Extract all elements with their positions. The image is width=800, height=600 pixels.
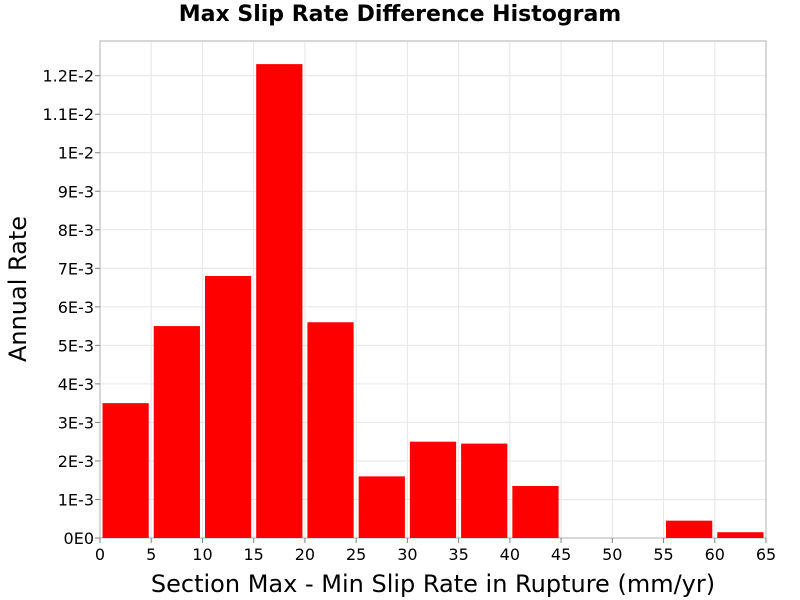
y-tick-label: 0E0 [64,529,94,548]
y-tick-label: 1E-3 [58,490,94,509]
x-tick-label: 0 [95,545,105,564]
y-axis-ticks: 0E0 1E-3 2E-3 3E-3 4E-3 5E-3 6E-3 7E-3 8E-3 9E-3 1… [42,67,100,548]
histogram-bar [256,64,303,539]
x-tick-label: 50 [602,545,622,564]
y-tick-label: 2E-3 [58,452,94,471]
chart-title: Max Slip Rate Difference Histogram [178,2,622,27]
y-tick-label: 1E-2 [58,144,94,163]
histogram-bar [307,322,354,538]
y-axis-label: Annual Rate [4,216,32,362]
x-tick-label: 45 [551,545,571,564]
histogram-bar [512,485,559,538]
x-tick-label: 20 [295,545,315,564]
x-tick-label: 40 [500,545,520,564]
bars-layer [102,64,764,539]
y-tick-label: 4E-3 [58,375,94,394]
x-tick-label: 25 [346,545,366,564]
x-tick-label: 5 [146,545,156,564]
x-axis-label: Section Max - Min Slip Rate in Rupture (… [151,570,715,598]
histogram-bar [461,443,508,538]
y-tick-label: 1.1E-2 [42,105,94,124]
x-tick-label: 30 [397,545,417,564]
y-tick-label: 6E-3 [58,298,94,317]
histogram-bar [409,441,457,538]
y-tick-label: 3E-3 [58,413,94,432]
x-axis-ticks: 0 5 10 15 20 25 30 35 40 45 50 55 60 65 [95,538,776,564]
y-tick-label: 7E-3 [58,259,94,278]
x-tick-label: 65 [756,545,776,564]
histogram-bar [717,532,764,538]
x-tick-label: 10 [192,545,212,564]
histogram-bar [666,520,713,538]
x-tick-label: 15 [244,545,264,564]
histogram-bar [153,326,200,538]
y-tick-label: 1.2E-2 [42,67,94,86]
x-tick-label: 60 [705,545,725,564]
x-tick-label: 35 [448,545,468,564]
histogram-bar [358,476,405,538]
x-tick-label: 55 [653,545,673,564]
y-tick-label: 8E-3 [58,221,94,240]
histogram-bar [204,276,252,538]
y-tick-label: 9E-3 [58,182,94,201]
y-tick-label: 5E-3 [58,336,94,355]
histogram-bar [102,403,149,538]
